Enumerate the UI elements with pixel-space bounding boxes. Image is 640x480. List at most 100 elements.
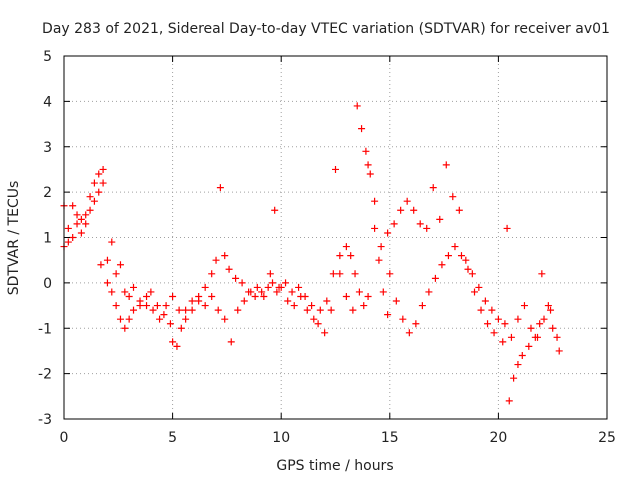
data-point [384, 229, 392, 237]
data-point [501, 320, 509, 328]
data-point [258, 288, 266, 296]
data-point [429, 184, 437, 192]
data-point [431, 274, 439, 282]
data-point [147, 288, 155, 296]
data-point [175, 306, 183, 314]
data-point [116, 261, 124, 269]
data-point [384, 311, 392, 319]
data-point [90, 197, 98, 205]
data-point [264, 283, 272, 291]
data-point [310, 315, 318, 323]
data-point [514, 315, 522, 323]
data-point [371, 197, 379, 205]
data-point [130, 306, 138, 314]
data-point [403, 197, 411, 205]
data-point [125, 292, 133, 300]
data-point [412, 320, 420, 328]
grid-lines [64, 56, 607, 419]
data-point [99, 165, 107, 173]
data-point [377, 243, 385, 251]
data-point [488, 306, 496, 314]
data-point [327, 306, 335, 314]
data-point [69, 234, 77, 241]
data-point [234, 306, 242, 314]
series-track-1 [60, 165, 372, 350]
data-point [379, 288, 387, 296]
data-point [195, 297, 203, 305]
data-point [169, 338, 177, 346]
data-point [103, 279, 111, 287]
data-point [392, 297, 400, 305]
data-point [188, 306, 196, 314]
data-point [130, 283, 138, 291]
y-tick-label: -3 [38, 412, 52, 428]
data-point [112, 270, 120, 278]
data-point [73, 211, 81, 219]
data-point [82, 220, 90, 228]
data-point [366, 170, 374, 178]
data-point [247, 288, 255, 296]
data-point [64, 224, 72, 232]
data-point [336, 252, 344, 260]
data-point [481, 297, 489, 305]
data-point [507, 333, 515, 341]
data-point [238, 279, 246, 287]
data-point [232, 274, 240, 282]
x-tick-label: 25 [598, 430, 616, 446]
data-point [221, 315, 229, 323]
data-point [221, 252, 229, 260]
data-point [121, 324, 129, 332]
data-point [553, 333, 561, 341]
data-point [329, 270, 337, 278]
data-point [349, 306, 357, 314]
data-point [290, 302, 298, 310]
y-tick-label: 2 [43, 185, 52, 201]
data-point [260, 292, 268, 300]
data-point [416, 220, 424, 228]
data-point [108, 288, 116, 296]
data-point [475, 283, 483, 291]
data-point [425, 288, 433, 296]
data-point [269, 279, 277, 287]
data-point [371, 224, 379, 232]
data-points [60, 102, 563, 405]
data-point [399, 315, 407, 323]
data-point [505, 397, 513, 405]
data-point [214, 306, 222, 314]
data-point [503, 224, 511, 232]
data-point [555, 347, 563, 355]
data-point [182, 315, 190, 323]
data-point [153, 302, 161, 310]
data-point [303, 306, 311, 314]
data-point [208, 270, 216, 278]
data-point [451, 243, 459, 251]
data-point [173, 342, 181, 350]
x-axis-label: GPS time / hours [276, 458, 393, 474]
data-point [103, 256, 111, 264]
data-point [156, 315, 164, 323]
data-point [271, 206, 279, 214]
chart-title: Day 283 of 2021, Sidereal Day-to-day VTE… [42, 21, 610, 37]
data-point [364, 161, 372, 169]
data-point [216, 184, 224, 192]
data-point [462, 256, 470, 264]
data-point [362, 147, 370, 155]
plot-frame [63, 55, 608, 420]
data-point [177, 324, 185, 332]
data-point [347, 252, 355, 260]
data-point [121, 288, 129, 296]
data-point [484, 320, 492, 328]
data-point [160, 311, 168, 319]
data-point [364, 292, 372, 300]
data-point [353, 102, 361, 110]
data-point [457, 252, 465, 260]
data-point [225, 265, 233, 273]
data-point [282, 279, 290, 287]
data-point [514, 361, 522, 369]
data-point [116, 315, 124, 323]
data-point [275, 283, 283, 291]
data-point [188, 297, 196, 305]
data-point [405, 329, 413, 337]
data-point [69, 202, 77, 210]
data-point [332, 165, 339, 173]
